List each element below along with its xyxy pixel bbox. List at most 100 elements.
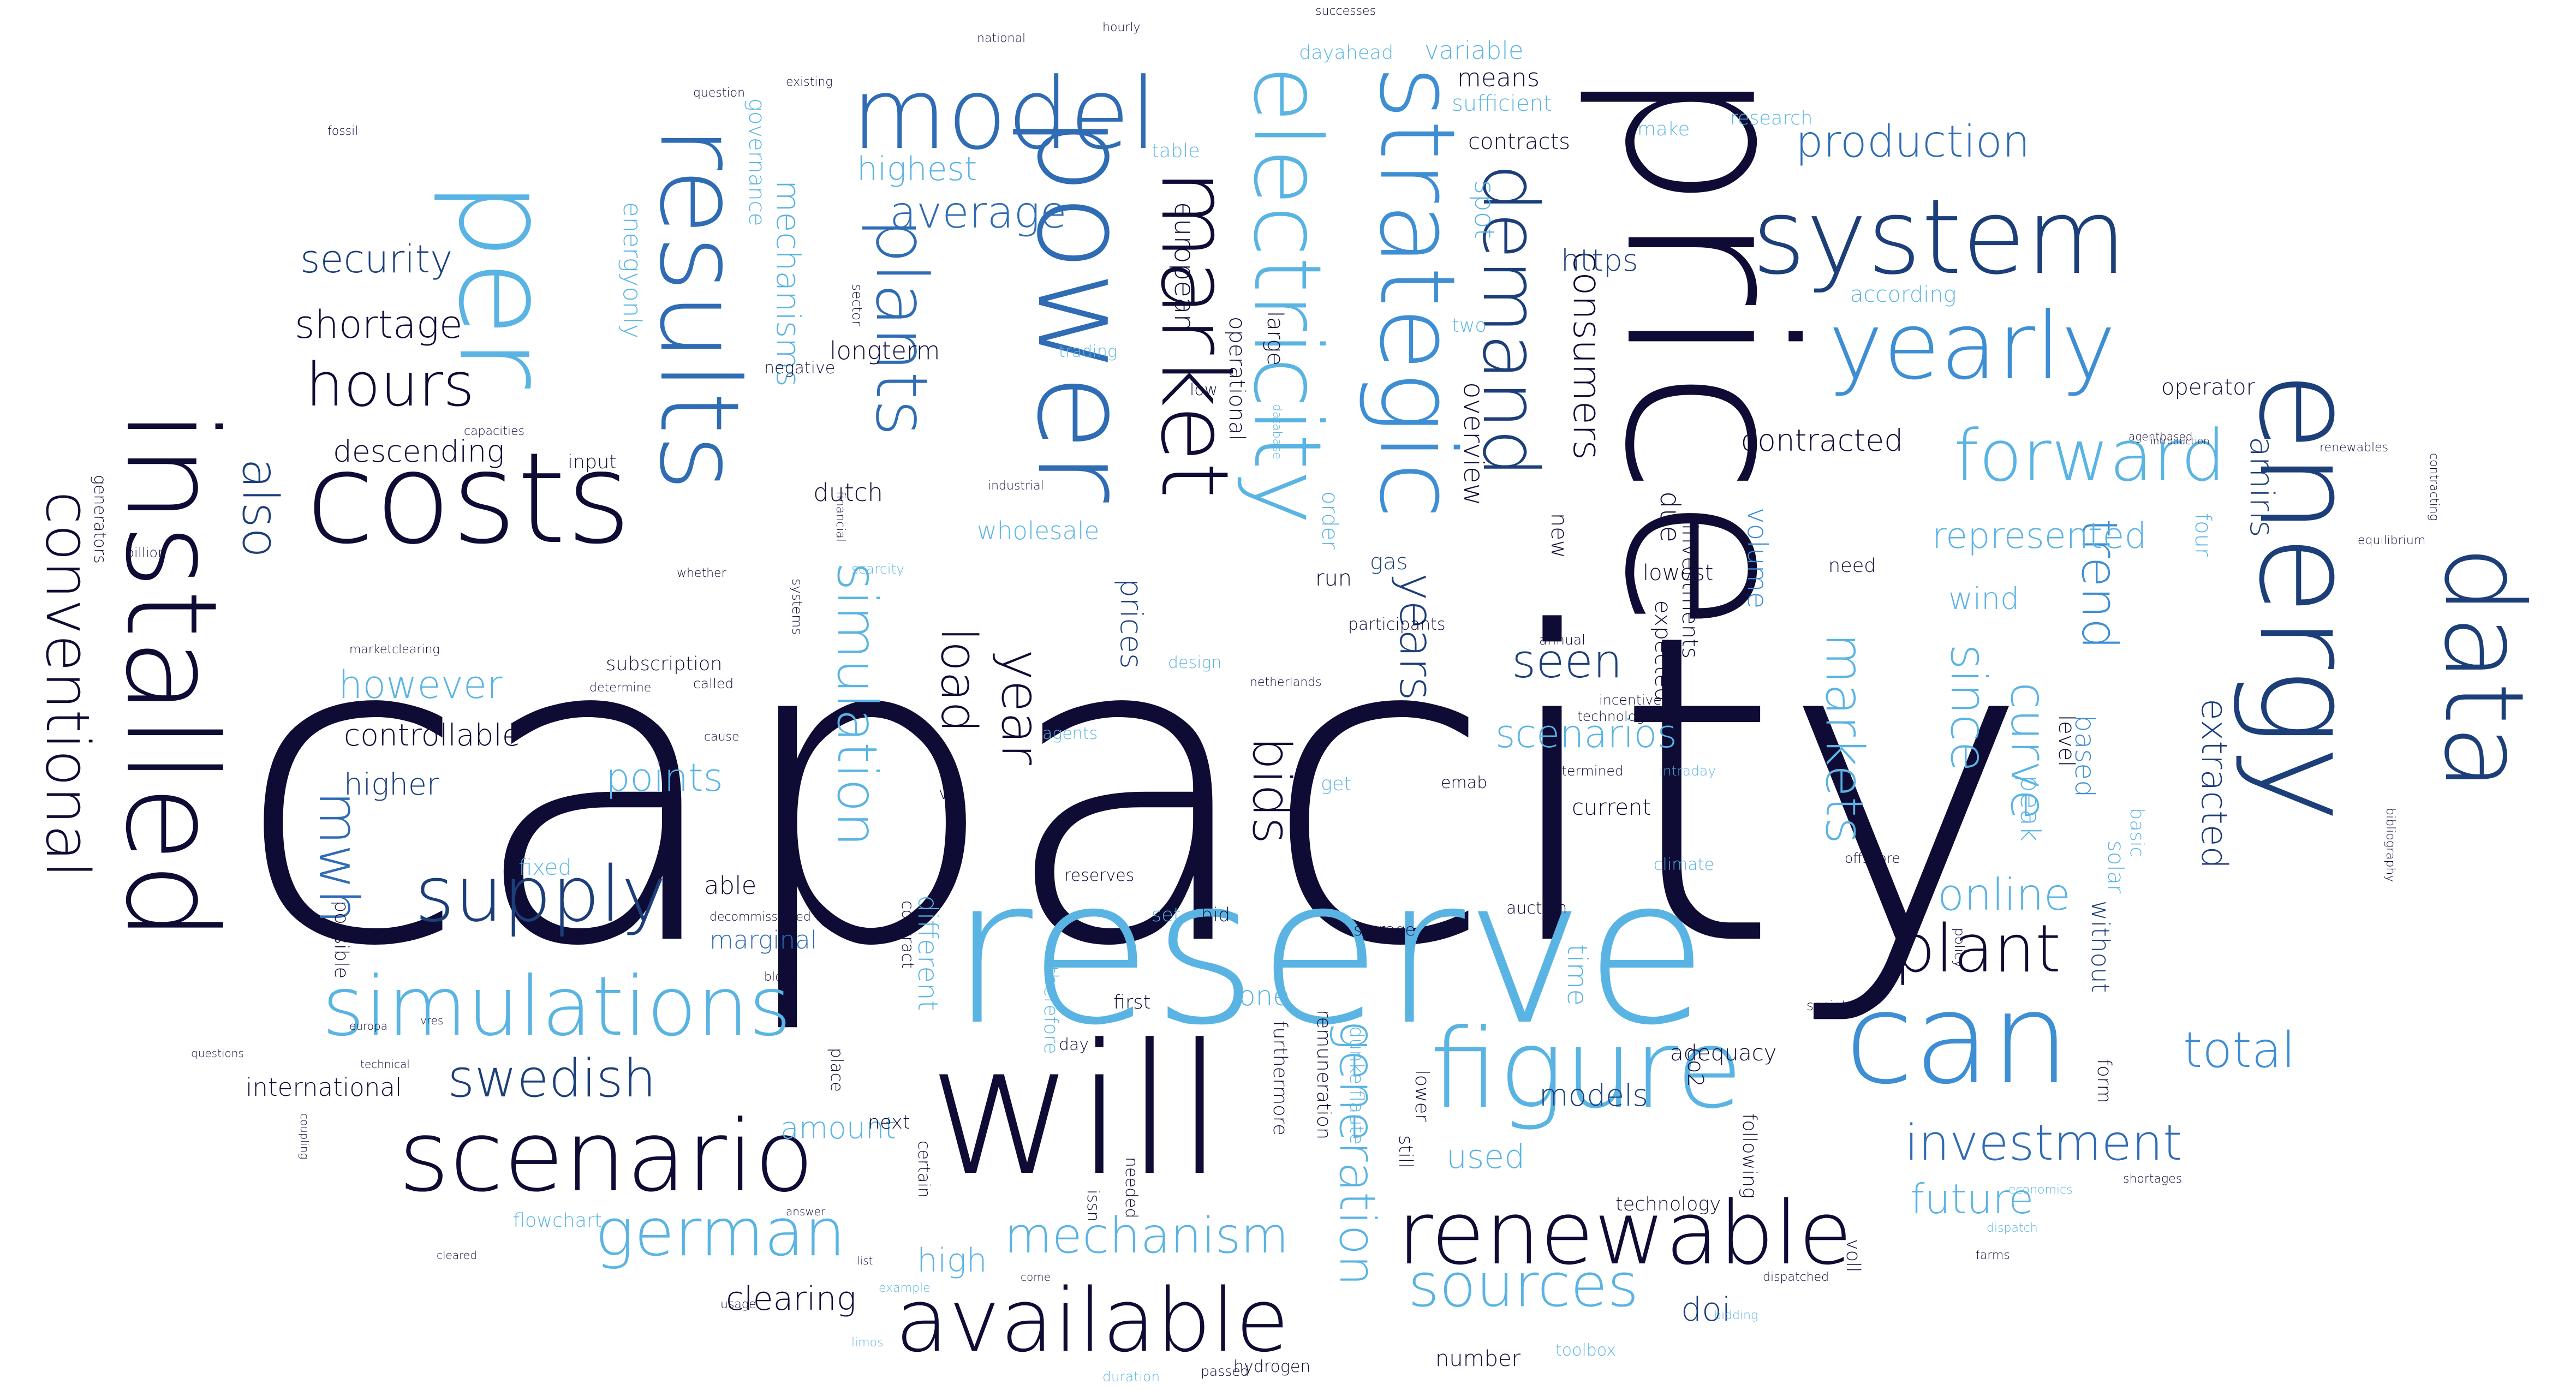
word-cloud-word: prices [1114, 578, 1149, 669]
word-cloud-word: bid [1201, 904, 1231, 926]
word-cloud-word: bids [1241, 737, 1301, 844]
word-cloud-word: design [1168, 653, 1222, 672]
word-cloud-word: controllable [344, 718, 521, 753]
word-cloud-word: variable [1424, 36, 1524, 65]
word-cloud-word: european [1168, 202, 1200, 332]
word-cloud-word: volume [1742, 508, 1773, 609]
word-cloud-word: descending [333, 434, 505, 469]
word-cloud-word: amiris [2243, 437, 2281, 538]
word-cloud-word: day [1059, 1035, 1089, 1054]
word-cloud-word: scarcity [851, 561, 905, 577]
word-cloud-word: technologies [1577, 708, 1664, 724]
word-cloud-word: high [917, 1242, 987, 1280]
word-cloud-word: investments [1677, 524, 1702, 659]
word-cloud-word: years [1389, 573, 1443, 701]
word-cloud-word: answer [786, 1205, 826, 1218]
word-cloud-word: questions [191, 1047, 244, 1060]
word-cloud-word: conventional [33, 491, 103, 878]
word-cloud-word: capacity [235, 544, 2032, 1039]
word-cloud-word: governance [744, 98, 769, 226]
word-cloud-word: also [231, 458, 289, 558]
word-cloud-word: simulations [322, 959, 792, 1054]
word-cloud-word: contracted [1741, 423, 1904, 458]
word-cloud-word: german [595, 1195, 846, 1271]
word-cloud-word: shortages [2123, 1172, 2183, 1186]
word-cloud-word: intraday [1659, 763, 1716, 779]
word-cloud-word: technology [1615, 1194, 1721, 1215]
word-cloud-word: online [1937, 869, 2071, 920]
word-cloud-word: costs [306, 426, 632, 572]
word-cloud-word: since [1940, 644, 1997, 772]
word-cloud-word: fossil [327, 124, 359, 138]
word-cloud-word: dunkelflaute [1345, 1026, 1367, 1145]
word-cloud-word: expected [1650, 600, 1675, 702]
word-cloud-word: research [1730, 108, 1813, 129]
word-cloud-word: forward [1954, 414, 2226, 497]
word-cloud-word: following [1738, 1113, 1760, 1199]
word-cloud-word: average [890, 187, 1067, 238]
word-cloud-word: equilibrium [2358, 534, 2426, 547]
word-cloud-word: still [1394, 1135, 1416, 1169]
word-cloud-word: future [1910, 1175, 2034, 1223]
word-cloud-word: dayahead [1299, 42, 1394, 64]
word-cloud-word: holding [1894, 1375, 1896, 1376]
word-cloud-word: bibliography [2383, 808, 2397, 882]
word-cloud-word: simulation [825, 562, 889, 847]
word-cloud-word: flowchart [513, 1210, 603, 1232]
word-cloud-word: trading [1059, 342, 1117, 361]
word-cloud-word: points [606, 755, 723, 800]
word-cloud-word: therefore [1040, 966, 1062, 1054]
word-cloud-word: large [1262, 311, 1287, 366]
word-cloud-word: place [827, 1048, 846, 1092]
word-cloud-word: dispatch [1987, 1221, 2038, 1235]
word-cloud-word: successes [1315, 4, 1376, 18]
word-cloud-word: certain [914, 1141, 933, 1198]
word-cloud-word: agents [1042, 724, 1098, 743]
word-cloud-word: storage [1353, 921, 1415, 940]
word-cloud-word: figure [1430, 1006, 1743, 1133]
word-cloud-word: form [2093, 1059, 2115, 1103]
word-cloud-word: new [1546, 513, 1571, 558]
word-cloud-word: according [1850, 282, 1957, 307]
word-cloud-word: annual [1539, 632, 1586, 648]
word-cloud-word: results [635, 126, 762, 492]
word-cloud-word: yearly [1828, 293, 2116, 401]
word-cloud-word: solar [2103, 840, 2128, 894]
word-cloud-word: order [1317, 491, 1342, 550]
word-cloud-word: reserves [1064, 866, 1135, 885]
word-cloud-word: sector [849, 284, 865, 326]
word-cloud-word: basic [2126, 808, 2148, 857]
word-cloud-word: able [704, 871, 757, 900]
word-cloud-word: strategic [1357, 65, 1477, 519]
word-cloud-word: vol [939, 784, 963, 803]
word-cloud-word: operator [2161, 375, 2256, 400]
word-cloud-word: load [930, 628, 987, 733]
word-cloud-word: overview [1458, 382, 1489, 506]
word-cloud-word: amount [780, 1111, 897, 1146]
word-cloud-word: year [990, 649, 1050, 765]
word-cloud-word: renewables [2319, 441, 2389, 455]
word-cloud-word: table [1152, 140, 1200, 162]
word-cloud-word: capacities [464, 425, 524, 438]
word-cloud-word: fixed [518, 855, 572, 880]
word-cloud-word: longterm [830, 336, 940, 365]
word-cloud-word: peak [2014, 775, 2046, 842]
word-cloud-word: get [1321, 773, 1352, 795]
word-cloud-word: installed [98, 409, 243, 942]
word-cloud-word: represented [1932, 516, 2147, 557]
word-cloud-word: highest [857, 150, 977, 188]
word-cloud-word: supply [415, 850, 667, 939]
word-cloud-word: plant [1894, 911, 2061, 987]
word-cloud-word: auction [1506, 899, 1567, 918]
word-cloud-word: decommissioned [709, 910, 811, 924]
word-cloud-word: consumers [1565, 251, 1609, 461]
word-cloud-word: lowest [1643, 560, 1714, 586]
word-cloud-word: need [1828, 555, 1876, 577]
word-cloud-word: determined [1545, 763, 1624, 779]
word-cloud-word: list [857, 1254, 873, 1267]
word-cloud-word: model [851, 57, 1158, 171]
word-cloud-word: economics [2008, 1183, 2073, 1197]
word-cloud-word: netherlands [1250, 676, 1322, 689]
word-cloud-word: technical [360, 1058, 410, 1071]
